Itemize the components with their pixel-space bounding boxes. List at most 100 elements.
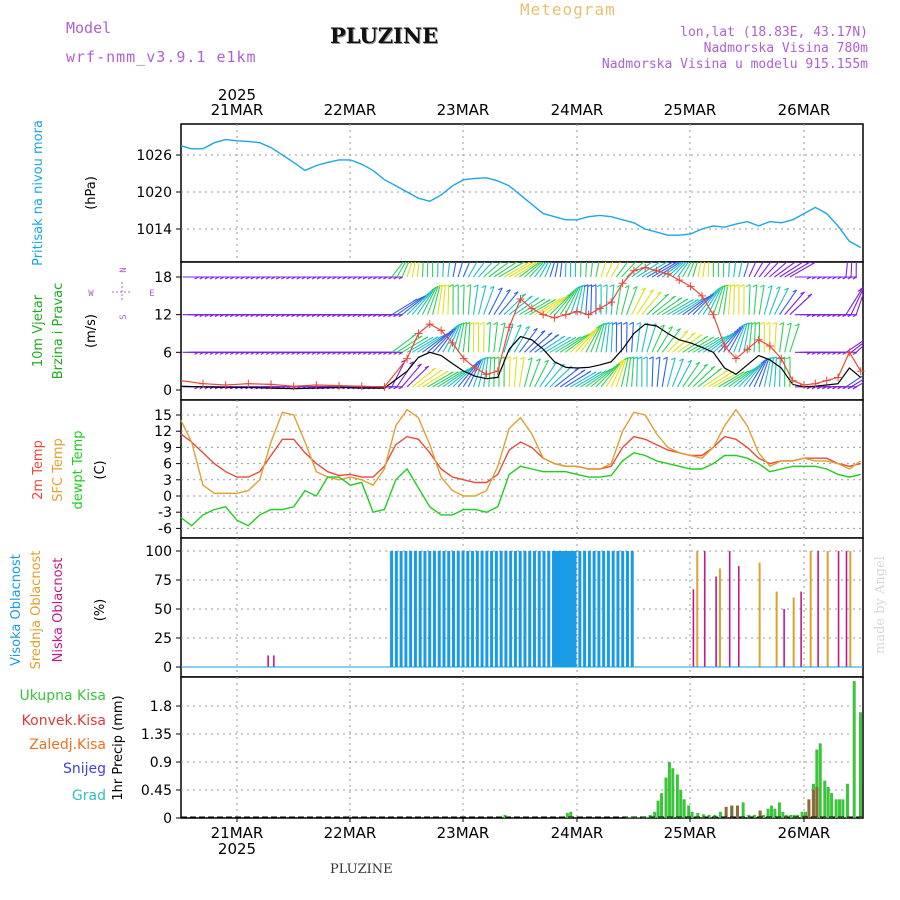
wind-gust-marker: [550, 313, 559, 322]
wind-barb: [493, 289, 511, 315]
high-cloud-bar: [611, 551, 615, 667]
wind-barb: [580, 284, 586, 315]
wind-barb: [855, 292, 863, 315]
mid-cloud-bar: [758, 562, 761, 667]
wind-barb-head: [437, 369, 443, 373]
y-tick-label: 50: [154, 602, 172, 618]
high-cloud-bar: [606, 551, 610, 667]
total-precip-bar: [641, 817, 645, 818]
high-cloud-bar: [456, 551, 460, 667]
sfc-temp-line: [180, 408, 862, 497]
wind-barb: [697, 291, 718, 316]
wind-barb: [391, 334, 417, 353]
wind-barb-head: [401, 359, 406, 363]
wind-gust-marker: [573, 307, 582, 316]
wind-barb-head: [687, 359, 692, 363]
wind-barb-head: [806, 262, 811, 265]
wind-barb: [784, 291, 805, 316]
wind-barb-head: [740, 371, 745, 375]
wind-barb: [845, 374, 863, 388]
wind-barb-head: [709, 293, 715, 297]
wind-gust-marker: [641, 263, 650, 272]
top-day-label: 25MAR: [664, 101, 717, 119]
wind-barb: [666, 330, 689, 353]
wind-barb: [600, 363, 621, 388]
wind-barb: [432, 329, 454, 353]
temp-2m-line: [180, 433, 861, 484]
wind-barb-head: [421, 295, 426, 299]
total-precip-bar: [633, 817, 637, 818]
precip-legend-item: Zaledj.Kisa: [29, 737, 106, 753]
high-cloud-bar: [504, 551, 508, 667]
wind-gust-marker: [777, 354, 786, 363]
wind-barb-head: [874, 332, 878, 334]
wind-barb: [595, 323, 605, 353]
wind-barb: [472, 284, 479, 315]
wind-barb: [738, 323, 748, 353]
wind-barb: [763, 357, 772, 387]
wind-barb-head: [683, 330, 689, 334]
wind-barb: [620, 285, 630, 315]
y-tick-label: 3: [163, 473, 172, 489]
wind-barb: [718, 371, 745, 388]
mid-cloud-bar: [792, 597, 795, 667]
wind-barb-head: [588, 331, 593, 335]
wind-barb-head: [617, 360, 623, 364]
wind-barb-head: [629, 356, 634, 360]
wind-barb: [636, 289, 654, 315]
wind-barb-head: [609, 367, 615, 371]
y-tick-label: 0: [163, 489, 172, 505]
wind-barb-head: [548, 332, 553, 336]
wind-barb-head: [637, 356, 643, 360]
wind-barb: [498, 262, 526, 278]
wind-barb: [687, 336, 714, 353]
wind-barb: [518, 328, 538, 353]
wind-barb-head: [769, 356, 774, 360]
wind-barb-head: [755, 365, 761, 368]
wind-barb-head: [852, 314, 858, 318]
wind-barb: [605, 284, 608, 315]
wind-barb: [773, 356, 778, 387]
wind-barb-head: [734, 284, 740, 288]
wind-barb: [559, 289, 577, 315]
wind-barb-head: [717, 367, 722, 371]
wind-barb: [758, 358, 770, 388]
wind-barb: [636, 322, 642, 353]
wind-barb-head: [481, 357, 486, 361]
wind-barb: [585, 284, 589, 315]
wind-barb-head: [775, 286, 781, 290]
wind-barb: [529, 262, 545, 278]
wind-barb: [529, 299, 556, 316]
bottom-day-label: 25MAR: [664, 824, 717, 842]
wind-barb-head: [540, 298, 546, 302]
wind-barb: [406, 365, 430, 388]
wind-barb-head: [648, 356, 654, 360]
wind-gust-marker: [561, 310, 570, 319]
wind-barb-head: [779, 322, 784, 326]
wind-barb: [539, 297, 565, 316]
pressure-unit: (hPa): [84, 176, 99, 210]
wind-barb-head: [554, 334, 560, 338]
wind-barb: [421, 287, 437, 315]
wind-barb-head: [767, 285, 773, 289]
wind-barb-head: [592, 371, 597, 375]
wind-barb: [728, 262, 730, 278]
wind-barb: [590, 367, 615, 388]
y-tick-label: 12: [154, 424, 172, 440]
wind-barb: [687, 295, 712, 316]
wind-barb: [549, 293, 572, 316]
high-cloud-bar: [547, 551, 551, 667]
wind-barb-head: [852, 386, 858, 390]
wind-barb: [483, 357, 489, 387]
wind-speed-line: [180, 323, 862, 390]
wind-barb: [625, 357, 632, 387]
wind-barb: [743, 262, 750, 278]
wind-gust-marker: [482, 370, 491, 379]
precip-legend-item: Ukupna Kisa: [19, 688, 106, 704]
panel-frame: [180, 399, 864, 539]
mid-cloud-bar: [696, 551, 699, 667]
total-precip-bar: [800, 811, 804, 818]
wind-gust-marker: [425, 320, 434, 329]
wind-barb: [651, 356, 654, 387]
high-cloud-bar: [573, 551, 577, 667]
